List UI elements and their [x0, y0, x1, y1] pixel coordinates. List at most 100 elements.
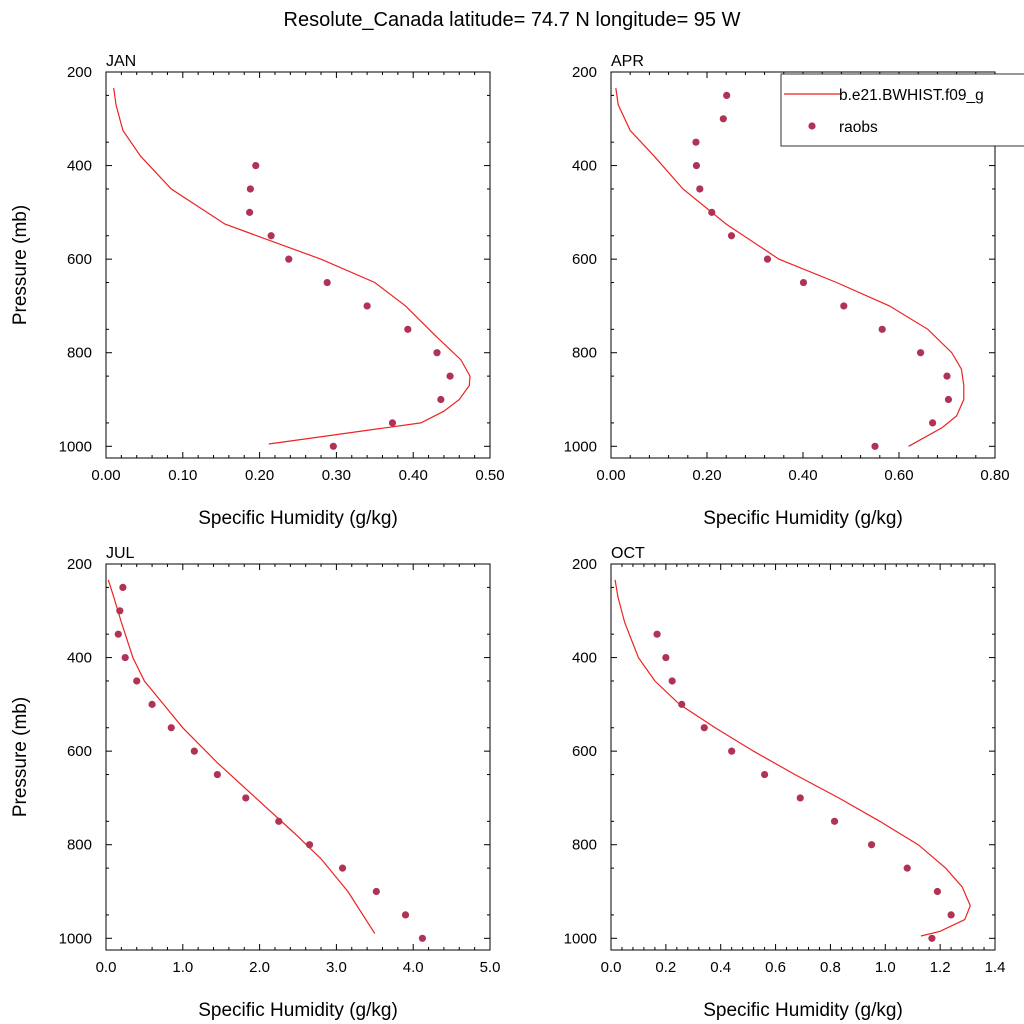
panel-label: JUL	[106, 545, 135, 562]
panel-label: OCT	[611, 545, 645, 562]
obs-point	[696, 185, 704, 193]
obs-point	[267, 232, 275, 240]
y-tick-label: 600	[67, 251, 92, 268]
obs-point	[668, 677, 676, 685]
x-tick-label: 0.00	[596, 467, 625, 484]
y-tick-label: 200	[572, 64, 597, 81]
x-tick-label: 0.40	[399, 467, 428, 484]
obs-point	[678, 700, 686, 708]
x-tick-label: 1.0	[172, 959, 193, 976]
panel-label: JAN	[106, 53, 136, 70]
obs-point	[246, 208, 254, 216]
obs-point	[867, 841, 876, 849]
chart-title: Resolute_Canada latitude= 74.7 N longitu…	[284, 9, 741, 31]
panels-group: 0.00 0.10 0.20 0.30 0.40 0.50 200 400 600 800 1000…	[10, 53, 1024, 1021]
obs-point	[653, 630, 661, 638]
y-tick-label: 1000	[59, 930, 92, 947]
y-tick-label: 400	[67, 158, 92, 175]
obs-point	[728, 747, 736, 755]
x-tick-label: 1.2	[930, 959, 951, 976]
obs-point	[947, 911, 955, 919]
obs-point	[246, 185, 254, 193]
x-tick-label: 0.00	[91, 467, 120, 484]
obs-point	[871, 442, 879, 450]
obs-point	[692, 138, 700, 146]
x-tick-label: 0.30	[322, 467, 351, 484]
obs-point	[119, 583, 127, 591]
x-tick-label: 0.80	[980, 467, 1009, 484]
plot-frame	[105, 563, 491, 951]
y-tick-label: 800	[572, 345, 597, 362]
obs-point	[929, 419, 937, 427]
x-tick-label: 0.4	[710, 959, 731, 976]
x-tick-label: 1.4	[985, 959, 1006, 976]
obs-point	[727, 232, 736, 240]
y-tick-label: 400	[67, 650, 92, 667]
obs-point	[401, 911, 410, 919]
y-tick-label: 1000	[564, 930, 597, 947]
legend-obs-swatch	[808, 122, 816, 130]
x-tick-label: 0.40	[788, 467, 817, 484]
obs-point	[708, 208, 716, 216]
model-series-line	[107, 579, 376, 934]
obs-point	[167, 724, 175, 732]
x-tick-label: 0.0	[96, 959, 117, 976]
x-axis-label: Specific Humidity (g/kg)	[198, 1000, 398, 1021]
x-tick-label: 0.60	[884, 467, 913, 484]
obs-point	[761, 770, 769, 779]
y-tick-label: 1000	[59, 438, 92, 455]
obs-point	[840, 302, 848, 310]
model-series-line	[614, 579, 971, 937]
y-axis-label: Pressure (mb)	[10, 697, 31, 817]
x-tick-label: 0.8	[820, 959, 841, 976]
obs-point	[446, 372, 454, 380]
panel-jan: 0.00 0.10 0.20 0.30 0.40 0.50 200 400 600 800 1000…	[10, 53, 505, 529]
obs-point	[692, 161, 701, 170]
x-tick-label: 0.2	[655, 959, 676, 976]
obs-point	[700, 724, 708, 732]
obs-point	[329, 442, 337, 450]
panel-apr: 0.00 0.20 0.40 0.60 0.80 200 400 600 800 1000 APR S…	[564, 53, 1010, 529]
y-axis-label: Pressure (mb)	[10, 205, 31, 325]
obs-point	[433, 349, 441, 357]
x-tick-label: 0.20	[692, 467, 721, 484]
legend-box	[780, 73, 1024, 147]
x-tick-label: 5.0	[480, 959, 501, 976]
legend-model-label: b.e21.BWHIST.f09_g	[839, 87, 984, 104]
model-series-line	[615, 87, 965, 447]
obs-point	[763, 255, 772, 263]
x-tick-label: 3.0	[326, 959, 347, 976]
x-tick-label: 0.0	[601, 959, 622, 976]
plot-frame	[610, 563, 996, 951]
x-tick-label: 0.20	[245, 467, 274, 484]
y-tick-label: 600	[572, 743, 597, 760]
obs-point	[190, 747, 198, 755]
obs-point	[943, 372, 951, 380]
obs-point	[404, 325, 412, 333]
obs-point	[275, 817, 283, 825]
obs-point	[338, 864, 347, 872]
obs-point	[388, 419, 397, 427]
obs-point	[719, 115, 727, 123]
obs-point	[114, 630, 122, 638]
legend-obs-label: raobs	[839, 119, 878, 136]
y-tick-label: 800	[67, 345, 92, 362]
obs-point	[723, 91, 731, 99]
obs-point	[830, 817, 839, 825]
model-series-line	[113, 87, 471, 445]
obs-point	[133, 677, 141, 685]
y-tick-label: 600	[67, 743, 92, 760]
x-axis-label: Specific Humidity (g/kg)	[703, 508, 903, 529]
obs-point	[285, 255, 293, 263]
obs-point	[796, 794, 804, 802]
obs-point	[928, 934, 936, 942]
x-axis-label: Specific Humidity (g/kg)	[703, 1000, 903, 1021]
y-tick-label: 200	[572, 556, 597, 573]
y-tick-label: 200	[67, 64, 92, 81]
obs-point	[305, 841, 314, 849]
obs-point	[799, 278, 808, 287]
obs-point	[372, 887, 380, 896]
y-tick-label: 400	[572, 650, 597, 667]
obs-point	[252, 161, 260, 170]
